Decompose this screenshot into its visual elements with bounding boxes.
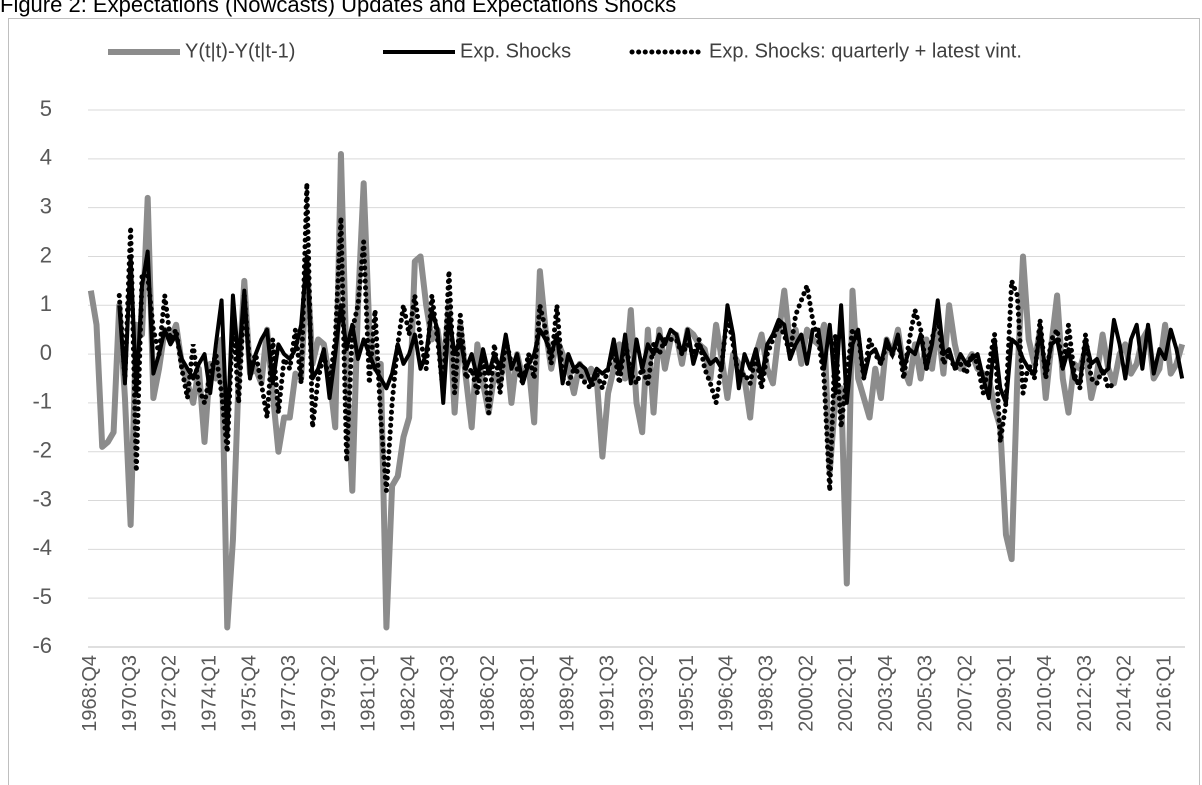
y-tick-label: -6 [32, 633, 52, 658]
x-tick-label: 2007:Q2 [954, 655, 976, 732]
x-tick-label: 1995:Q1 [676, 655, 698, 732]
x-tick-label: 1974:Q1 [198, 655, 220, 732]
y-tick-label: -2 [32, 438, 52, 463]
x-tick-label: 1981:Q1 [358, 655, 380, 732]
y-tick-label: -1 [32, 389, 52, 414]
chart-title: Figure 2: Expectations (Nowcasts) Update… [0, 0, 676, 17]
x-tick-label: 1991:Q3 [596, 655, 618, 732]
y-tick-label: 0 [40, 340, 52, 365]
legend-label: Exp. Shocks: quarterly + latest vint. [709, 40, 1022, 62]
x-tick-label: 1975:Q4 [238, 655, 260, 732]
series-line [116, 183, 1117, 491]
x-tick-label: 1996:Q4 [716, 655, 738, 732]
x-tick-label: 1988:Q1 [517, 655, 539, 732]
x-tick-label: 1979:Q2 [318, 655, 340, 732]
x-tick-label: 2003:Q4 [875, 655, 897, 732]
x-tick-label: 2010:Q4 [1034, 655, 1056, 732]
legend-label: Exp. Shocks [460, 40, 571, 62]
x-tick-label: 2009:Q1 [994, 655, 1016, 732]
x-tick-label: 1970:Q3 [119, 655, 141, 732]
x-tick-label: 2000:Q2 [795, 655, 817, 732]
x-tick-label: 1984:Q3 [437, 655, 459, 732]
y-tick-label: 1 [40, 291, 52, 316]
x-tick-label: 1972:Q2 [159, 655, 181, 732]
x-tick-label: 2012:Q3 [1074, 655, 1096, 732]
y-tick-label: 5 [40, 96, 52, 121]
x-tick-label: 2005:Q3 [915, 655, 937, 732]
x-tick-label: 1993:Q2 [636, 655, 658, 732]
y-tick-label: 3 [40, 193, 52, 218]
x-tick-label: 1986:Q2 [477, 655, 499, 732]
x-tick-label: 1977:Q3 [278, 655, 300, 732]
x-tick-label: 1982:Q4 [397, 655, 419, 732]
y-tick-label: 2 [40, 242, 52, 267]
x-tick-label: 2016:Q1 [1153, 655, 1175, 732]
y-tick-label: -3 [32, 486, 52, 511]
y-tick-label: -4 [32, 535, 52, 560]
x-tick-label: 1968:Q4 [79, 655, 101, 732]
y-tick-label: -5 [32, 584, 52, 609]
x-tick-label: 1998:Q3 [756, 655, 778, 732]
legend-label: Y(t|t)-Y(t|t-1) [185, 40, 295, 62]
x-tick-label: 2002:Q1 [835, 655, 857, 732]
x-tick-label: 1989:Q4 [557, 655, 579, 732]
x-tick-label: 2014:Q2 [1114, 655, 1136, 732]
y-tick-label: 4 [40, 145, 52, 170]
